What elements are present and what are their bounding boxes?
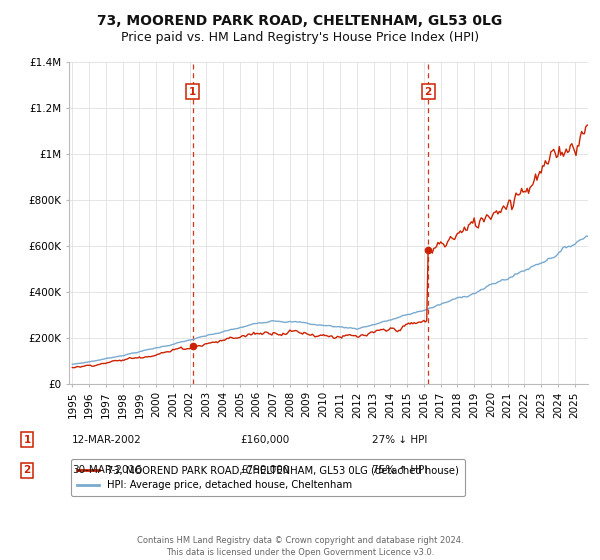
- Text: 75% ↑ HPI: 75% ↑ HPI: [372, 465, 427, 475]
- Text: 12-MAR-2002: 12-MAR-2002: [72, 435, 142, 445]
- Text: Contains HM Land Registry data © Crown copyright and database right 2024.
This d: Contains HM Land Registry data © Crown c…: [137, 536, 463, 557]
- Text: 1: 1: [189, 86, 197, 96]
- Text: 1: 1: [23, 435, 31, 445]
- Text: £160,000: £160,000: [240, 435, 289, 445]
- Text: 2: 2: [23, 465, 31, 475]
- Text: 30-MAR-2016: 30-MAR-2016: [72, 465, 142, 475]
- Text: 27% ↓ HPI: 27% ↓ HPI: [372, 435, 427, 445]
- Legend: 73, MOOREND PARK ROAD, CHELTENHAM, GL53 0LG (detached house), HPI: Average price: 73, MOOREND PARK ROAD, CHELTENHAM, GL53 …: [71, 459, 465, 496]
- Text: 73, MOOREND PARK ROAD, CHELTENHAM, GL53 0LG: 73, MOOREND PARK ROAD, CHELTENHAM, GL53 …: [97, 14, 503, 28]
- Text: 2: 2: [424, 86, 432, 96]
- Text: £750,000: £750,000: [240, 465, 289, 475]
- Text: Price paid vs. HM Land Registry's House Price Index (HPI): Price paid vs. HM Land Registry's House …: [121, 31, 479, 44]
